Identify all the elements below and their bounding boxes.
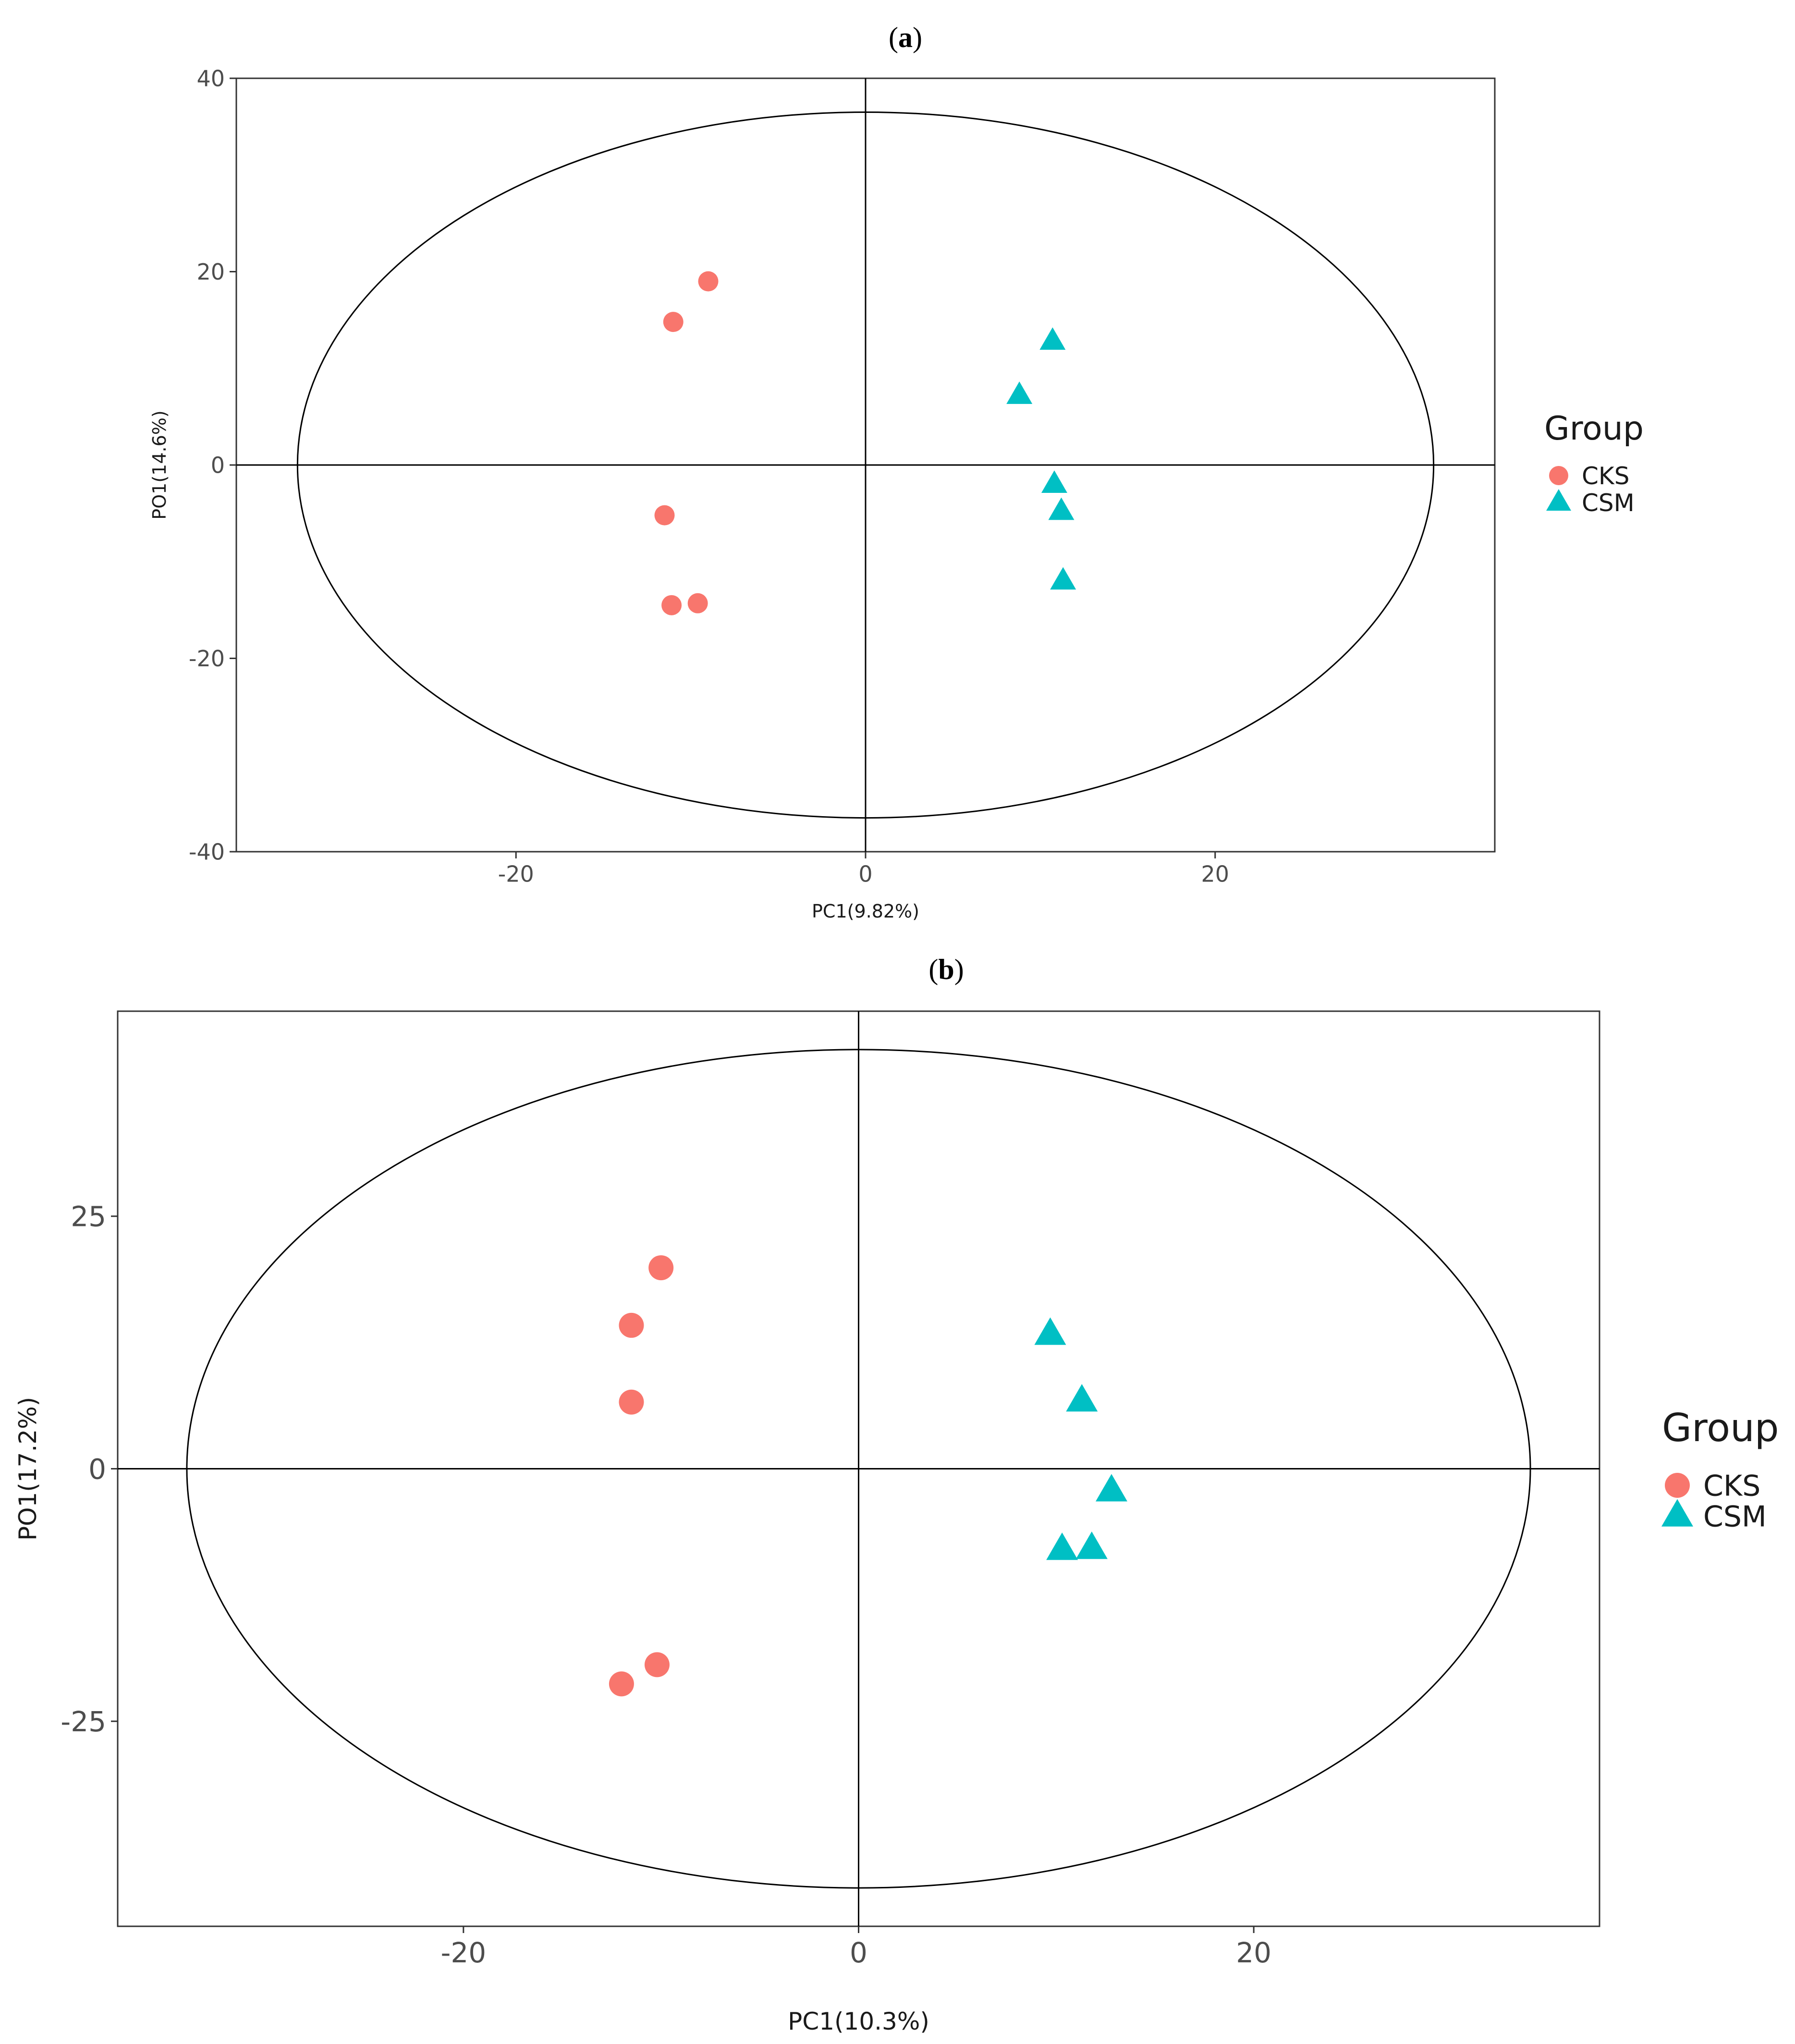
- p0-x-axis-title: PC1(9.82%): [812, 901, 919, 922]
- p0-legend-title: Group: [1544, 410, 1644, 448]
- p1-x-tick-label: 0: [850, 1936, 867, 1969]
- p0-y-tick-label: -20: [189, 646, 225, 672]
- p0-point-csm-5: [1050, 567, 1076, 590]
- p0-point-cks-2: [663, 312, 684, 332]
- p1-legend-label-csm: CSM: [1703, 1500, 1767, 1534]
- p1-point-csm-4: [1046, 1532, 1078, 1560]
- p0-point-csm-2: [1006, 381, 1033, 404]
- p0-point-cks-5: [687, 593, 708, 613]
- p1-point-cks-3: [619, 1389, 644, 1415]
- p0-legend-label-cks: CKS: [1582, 462, 1629, 490]
- p0-confidence-ellipse: [296, 111, 1435, 819]
- p0-y-tick-label: 20: [196, 259, 225, 285]
- p1-legend-key-csm: [1661, 1499, 1693, 1527]
- p1-y-tick-label: 25: [71, 1200, 106, 1233]
- p1-y-axis-title: PO1(17.2%): [14, 1397, 42, 1541]
- p1-y-tick-label: -25: [61, 1705, 106, 1738]
- p1-legend-key-cks: [1665, 1473, 1690, 1498]
- p1-x-axis-title: PC1(10.3%): [788, 2007, 929, 2035]
- p1-point-csm-1: [1034, 1317, 1066, 1345]
- p1-point-cks-2: [619, 1312, 644, 1338]
- p1-x-tick-label: -20: [440, 1936, 486, 1969]
- p0-legend-key-csm: [1546, 489, 1571, 511]
- p1-point-cks-1: [648, 1255, 674, 1281]
- p0-legend-label-csm: CSM: [1582, 489, 1635, 517]
- p0-x-tick-label: 0: [858, 861, 872, 887]
- plot-a: -20 0 20 -40 -20 0 20 40 PC1(9.82%) PO1(14.6%) Gro…: [149, 66, 1644, 922]
- p1-point-csm-5: [1075, 1531, 1108, 1559]
- p1-y-tick-label: 0: [88, 1453, 106, 1485]
- p0-legend-key-cks: [1549, 466, 1568, 485]
- p0-point-cks-4: [661, 595, 682, 615]
- p0-point-cks-3: [654, 505, 675, 526]
- p0-y-tick-label: 40: [196, 66, 225, 92]
- p0-x-tick-label: 20: [1201, 861, 1230, 887]
- panel-a-label: (a): [889, 22, 922, 53]
- p1-legend-label-cks: CKS: [1703, 1469, 1760, 1503]
- p1-legend-title: Group: [1662, 1406, 1779, 1450]
- p0-y-axis-title: PO1(14.6%): [149, 410, 170, 519]
- p0-y-tick-label: 0: [211, 453, 225, 478]
- panel-b-label: (b): [928, 954, 964, 985]
- p0-point-csm-3: [1041, 470, 1067, 493]
- p1-x-tick-label: 20: [1236, 1936, 1271, 1969]
- p1-point-cks-4: [644, 1652, 670, 1677]
- p0-point-cks-1: [698, 271, 719, 292]
- panel-a: (a) -20 0 20 -40 -20 0 20 40 PC1(9.82%) PO1(14.6%…: [149, 22, 1644, 922]
- p0-x-tick-label: -20: [498, 861, 534, 887]
- p1-confidence-ellipse: [186, 1049, 1531, 1889]
- p1-point-csm-2: [1066, 1384, 1098, 1412]
- plot-b: -20 0 20 -25 0 25 PC1(10.3%) PO1(17.2%) Group CKS…: [14, 1010, 1779, 2035]
- p1-point-cks-5: [609, 1671, 634, 1697]
- p0-y-tick-label: -40: [189, 839, 225, 865]
- panel-b: (b) -20 0 20 -25 0 25 PC1(10.3%) PO1(17.2%) Grou…: [14, 954, 1779, 2035]
- p0-point-csm-4: [1048, 497, 1075, 520]
- p0-point-csm-1: [1039, 327, 1066, 350]
- p1-point-csm-3: [1096, 1474, 1128, 1502]
